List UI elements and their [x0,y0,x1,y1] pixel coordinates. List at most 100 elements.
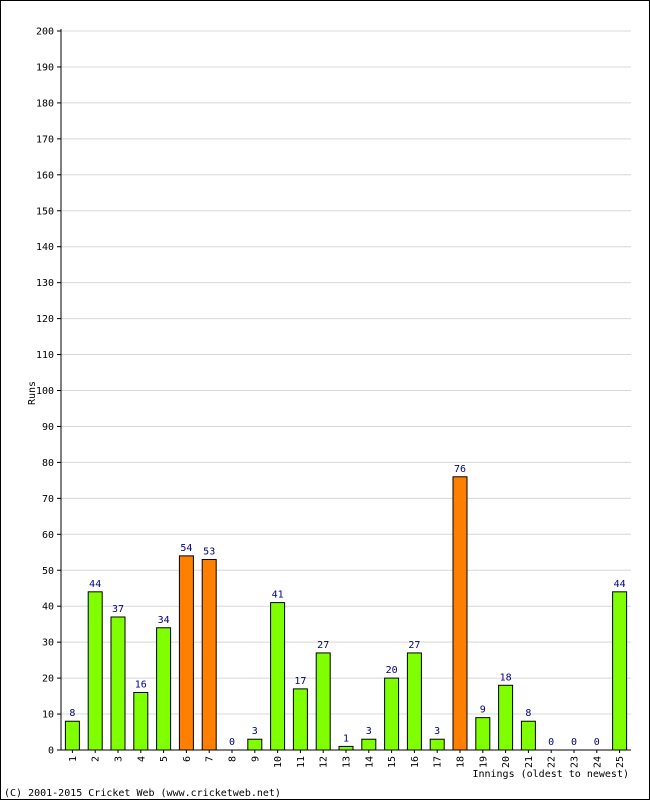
value-label: 3 [252,726,258,737]
value-label: 34 [158,615,170,626]
y-tick-label: 140 [36,242,54,253]
y-tick-label: 120 [36,314,54,325]
value-label: 27 [408,640,420,651]
bar [475,717,491,751]
grid-lines [61,30,631,715]
value-label: 0 [594,737,600,748]
y-tick-label: 70 [42,494,54,505]
y-tick-label: 90 [42,422,54,433]
value-label: 17 [294,676,306,687]
x-tick-label: 8 [228,756,239,762]
value-label: 20 [386,665,398,676]
bar [156,627,172,751]
value-label: 0 [548,737,554,748]
bar [315,652,331,751]
x-tick-label: 11 [296,756,307,768]
x-tick-label: 1 [68,756,79,762]
value-label: 8 [525,708,531,719]
value-label: 16 [135,679,147,690]
x-tick-label: 21 [524,756,535,768]
x-tick-label: 3 [114,756,125,762]
x-tick-label: 5 [159,756,170,762]
x-tick-label: 15 [387,756,398,768]
value-label: 44 [89,579,101,590]
y-tick-label: 170 [36,134,54,145]
y-tick-label: 10 [42,710,54,721]
bar [406,652,422,751]
value-label: 3 [434,726,440,737]
y-tick-label: 200 [36,27,54,38]
bar [201,558,217,751]
x-tick-label: 20 [501,756,512,768]
x-tick-label: 17 [433,756,444,768]
y-tick-label: 40 [42,602,54,613]
bar [292,688,308,751]
x-tick-label: 10 [273,756,284,768]
value-label: 9 [480,705,486,716]
x-tick-label: 13 [342,756,353,768]
y-tick-label: 130 [36,278,54,289]
x-tick-labels: 1 2 3 4 5 6 7 8 9 10 11 12 13 14 15 16 17 18 19 20 21 22 23 24 2… [68,756,626,768]
value-label: 3 [366,726,372,737]
y-tick-label: 80 [42,458,54,469]
x-axis-label: Innings (oldest to newest) [472,769,629,780]
bar [64,720,80,751]
x-tick-label: 2 [91,756,102,762]
y-tick-label: 180 [36,98,54,109]
bar [452,476,468,751]
value-label: 54 [180,543,192,554]
x-tick-label: 16 [410,756,421,768]
y-tick-label: 100 [36,386,54,397]
x-tick-label: 14 [364,756,375,768]
value-label: 8 [69,708,75,719]
y-tick-label: 20 [42,674,54,685]
bar [520,720,536,751]
value-label: 37 [112,604,124,615]
bar [338,745,354,751]
bar [429,738,445,751]
bars [64,476,628,751]
x-tick-label: 12 [319,756,330,768]
bar [87,591,103,751]
bar [133,691,149,751]
y-tick-label: 0 [48,746,54,757]
bar [110,616,126,751]
x-tick-label: 7 [205,756,216,762]
x-tick-label: 4 [136,756,147,762]
value-label: 1 [343,733,349,744]
x-tick-label: 25 [615,756,626,768]
value-label: 18 [500,672,512,683]
x-tick-label: 24 [592,756,603,768]
value-label: 27 [317,640,329,651]
bar [361,738,377,751]
y-tick-label: 150 [36,206,54,217]
bar [384,677,400,751]
y-tick-label: 160 [36,170,54,181]
value-label: 44 [614,579,626,590]
y-tick-labels: 0 10 20 30 40 50 60 70 80 90 100 110 120 130 140 150 160… [36,27,54,757]
bar [498,684,514,751]
y-tick-label: 190 [36,62,54,73]
x-tick-label: 18 [456,756,467,768]
x-tick-label: 6 [182,756,193,762]
bar [247,738,263,751]
value-label: 41 [272,590,284,601]
value-label: 53 [203,546,215,557]
value-label: 76 [454,464,466,475]
axes [57,29,631,753]
bar [270,602,286,751]
y-tick-label: 30 [42,638,54,649]
bar [612,591,628,751]
y-tick-label: 50 [42,566,54,577]
bar [178,555,194,751]
y-tick-label: 110 [36,350,54,361]
x-tick-label: 23 [570,756,581,768]
x-tick-label: 9 [250,756,261,762]
y-tick-label: 60 [42,530,54,541]
value-label: 0 [229,737,235,748]
x-tick-label: 19 [478,756,489,768]
copyright-footer: (C) 2001-2015 Cricket Web (www.cricketwe… [4,788,281,799]
